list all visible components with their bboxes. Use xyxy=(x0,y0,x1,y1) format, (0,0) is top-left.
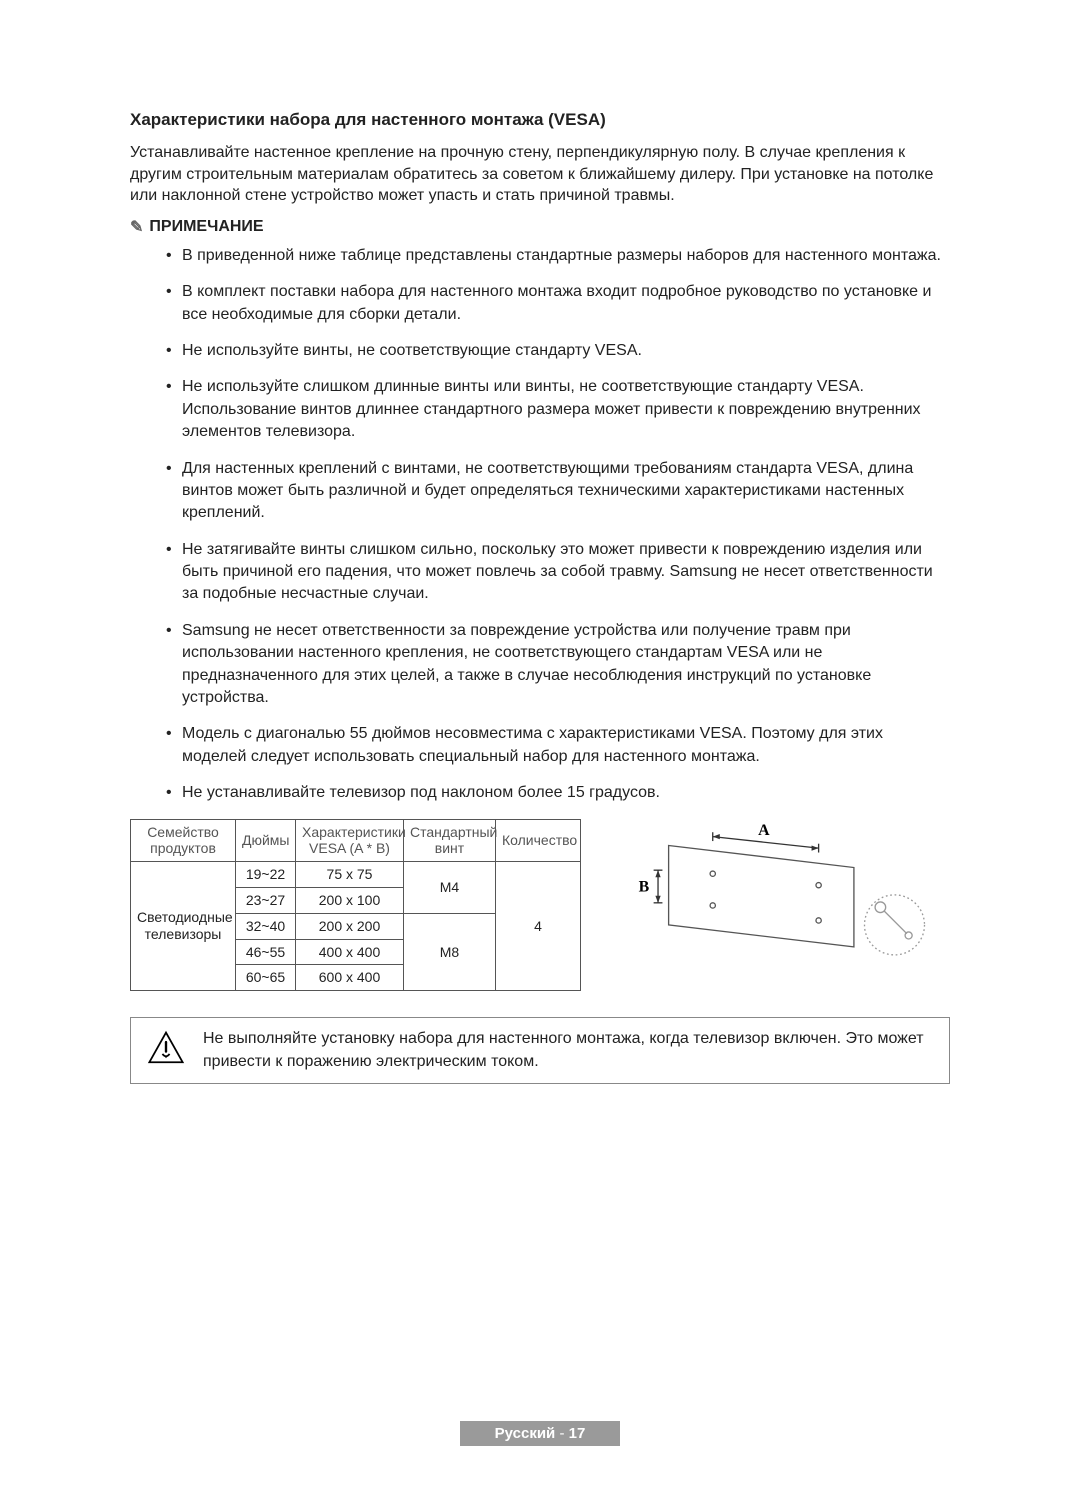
label-b: B xyxy=(639,878,650,895)
note-label: ✎ ПРИМЕЧАНИЕ xyxy=(130,217,950,237)
intro-paragraph: Устанавливайте настенное крепление на пр… xyxy=(130,142,950,207)
list-item: Не используйте винты, не соответствующие… xyxy=(166,340,950,362)
screw-icon xyxy=(865,894,925,954)
cell-vesa: 75 x 75 xyxy=(296,862,404,888)
table-header-row: Семейство продуктов Дюймы Характеристики… xyxy=(131,819,581,862)
list-item: Не используйте слишком длинные винты или… xyxy=(166,376,950,443)
page-footer: Русский - 17 xyxy=(0,1421,1080,1446)
cell-screw-m8: M8 xyxy=(404,913,496,990)
label-a: A xyxy=(758,821,770,838)
cell-vesa: 400 x 400 xyxy=(296,939,404,965)
th-qty: Количество xyxy=(496,819,581,862)
section-heading: Характеристики набора для настенного мон… xyxy=(130,110,950,130)
cell-inches: 23~27 xyxy=(236,887,296,913)
cell-screw-m4: M4 xyxy=(404,862,496,914)
footer-sep: - xyxy=(555,1425,568,1442)
table-diagram-row: Семейство продуктов Дюймы Характеристики… xyxy=(130,819,950,992)
vesa-diagram: A B xyxy=(599,819,950,974)
th-vesa: Характеристики VESA (A * B) xyxy=(296,819,404,862)
cell-inches: 19~22 xyxy=(236,862,296,888)
footer-lang: Русский xyxy=(495,1425,556,1442)
list-item: В комплект поставки набора для настенног… xyxy=(166,281,950,326)
notes-list: В приведенной ниже таблице представлены … xyxy=(130,245,950,805)
table-row: Светодиодные телевизоры 19~22 75 x 75 M4… xyxy=(131,862,581,888)
diagram-svg: A B xyxy=(599,819,950,969)
cell-vesa: 200 x 200 xyxy=(296,913,404,939)
list-item: Не устанавливайте телевизор под наклоном… xyxy=(166,782,950,804)
list-item: Не затягивайте винты слишком сильно, пос… xyxy=(166,539,950,606)
cell-inches: 32~40 xyxy=(236,913,296,939)
footer-label: Русский - 17 xyxy=(460,1421,620,1446)
cell-qty: 4 xyxy=(496,862,581,991)
list-item: Модель с диагональю 55 дюймов несовмести… xyxy=(166,723,950,768)
cell-inches: 46~55 xyxy=(236,939,296,965)
warning-icon xyxy=(147,1029,185,1072)
warning-text: Не выполняйте установку набора для насте… xyxy=(203,1028,933,1073)
list-item: В приведенной ниже таблице представлены … xyxy=(166,245,950,267)
th-screw: Стандартный винт xyxy=(404,819,496,862)
vesa-table: Семейство продуктов Дюймы Характеристики… xyxy=(130,819,581,992)
cell-vesa: 200 x 100 xyxy=(296,887,404,913)
warning-box: Не выполняйте установку набора для насте… xyxy=(130,1017,950,1084)
cell-family: Светодиодные телевизоры xyxy=(131,862,236,991)
th-family: Семейство продуктов xyxy=(131,819,236,862)
dimension-b xyxy=(654,870,663,903)
footer-page: 17 xyxy=(569,1425,586,1442)
list-item: Samsung не несет ответственности за повр… xyxy=(166,620,950,710)
cell-inches: 60~65 xyxy=(236,965,296,991)
list-item: Для настенных креплений с винтами, не со… xyxy=(166,458,950,525)
cell-vesa: 600 x 400 xyxy=(296,965,404,991)
note-icon: ✎ xyxy=(130,217,143,237)
th-inches: Дюймы xyxy=(236,819,296,862)
note-label-text: ПРИМЕЧАНИЕ xyxy=(149,218,263,236)
tv-panel-icon xyxy=(669,845,854,946)
